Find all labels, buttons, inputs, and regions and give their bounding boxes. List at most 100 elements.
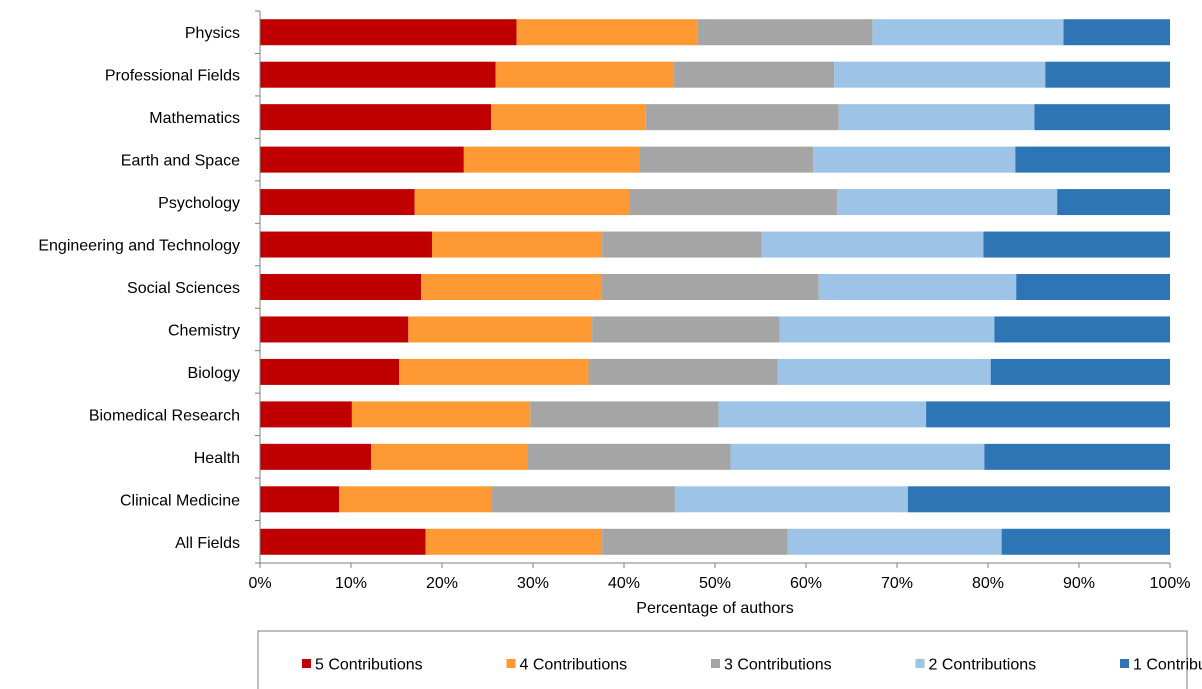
bar-segment-2-1	[674, 61, 835, 88]
x-tick-label: 60%	[790, 575, 822, 592]
bar-segment-4-12	[1001, 528, 1170, 555]
legend-label: 3 Contributions	[724, 657, 832, 674]
bar-segment-0-9	[260, 401, 352, 428]
bar-segment-0-2	[260, 104, 492, 131]
x-tick-label: 40%	[608, 575, 640, 592]
bar-segment-1-3	[463, 146, 640, 173]
bar-segment-3-1	[834, 61, 1046, 88]
bar-segment-3-2	[838, 104, 1035, 131]
bar-segment-0-0	[260, 19, 517, 46]
bar-segment-1-2	[491, 104, 646, 131]
category-label: Professional Fields	[105, 68, 240, 85]
bar-segment-1-9	[351, 401, 531, 428]
bar-segment-2-12	[602, 528, 788, 555]
bar-segment-3-5	[761, 231, 984, 258]
x-tick-label: 80%	[972, 575, 1004, 592]
bar-segment-2-10	[527, 443, 731, 470]
category-label: Clinical Medicine	[120, 492, 240, 509]
bar-segment-4-11	[907, 486, 1170, 513]
legend-label: 4 Contributions	[520, 657, 628, 674]
bar-segment-2-8	[588, 358, 778, 385]
category-labels: Physics Professional Fields Mathematics Ear…	[38, 10, 260, 564]
x-tick-label: 10%	[335, 575, 367, 592]
legend-swatch	[1120, 659, 1129, 668]
category-label: Mathematics	[149, 110, 240, 127]
legend-box	[257, 630, 1188, 689]
bar-segment-1-1	[495, 61, 675, 88]
x-tick-label: 20%	[426, 575, 458, 592]
bar-segment-2-2	[645, 104, 839, 131]
bar-segment-1-6	[421, 274, 602, 300]
legend-swatch	[302, 659, 311, 668]
x-tick-label: 30%	[517, 575, 549, 592]
bar-segment-3-4	[836, 189, 1058, 216]
bar-segment-3-8	[777, 358, 991, 385]
bar-segment-4-0	[1063, 19, 1170, 46]
bar-segment-4-8	[990, 358, 1170, 385]
category-label: Earth and Space	[121, 153, 240, 170]
x-tick-label: 90%	[1063, 575, 1095, 592]
bar-segment-2-0	[697, 19, 873, 46]
bar-segment-4-4	[1057, 189, 1170, 216]
bar-segment-1-0	[516, 19, 698, 46]
bar-segment-3-6	[818, 274, 1017, 300]
bar-segment-3-11	[674, 486, 908, 513]
bar-segment-4-5	[983, 231, 1170, 258]
legend-label: 1 Contribution	[1133, 657, 1202, 674]
bar-segment-2-6	[601, 274, 819, 300]
bar-segment-2-9	[530, 401, 719, 428]
bar-segment-1-11	[339, 486, 493, 513]
bar-segment-4-7	[994, 316, 1170, 343]
bar-segment-3-3	[813, 146, 1016, 173]
bar-segment-2-7	[592, 316, 780, 343]
bar-segment-4-3	[1015, 146, 1170, 173]
category-label: Biology	[188, 365, 240, 382]
x-tick-label: 100%	[1150, 575, 1191, 592]
bar-segment-3-7	[779, 316, 995, 343]
bar-segment-4-6	[1016, 274, 1170, 300]
category-label: Social Sciences	[127, 280, 240, 297]
bar-segment-0-8	[260, 358, 400, 385]
bar-segment-1-8	[399, 358, 589, 385]
bar-segment-1-10	[371, 443, 528, 470]
category-label: Physics	[185, 25, 240, 42]
bar-segment-1-5	[431, 231, 603, 258]
legend-swatch	[915, 659, 925, 668]
legend-label: 2 Contributions	[929, 657, 1037, 674]
bar-segment-1-4	[414, 189, 630, 216]
bar-segment-0-4	[260, 189, 415, 216]
x-axis-title: Percentage of authors	[636, 600, 793, 617]
x-tick-label: 50%	[699, 575, 731, 592]
bar-segment-3-12	[787, 528, 1002, 555]
bar-segment-0-1	[260, 61, 496, 88]
bar-segment-4-10	[984, 443, 1170, 470]
bar-segment-1-7	[408, 316, 593, 343]
category-label: Chemistry	[168, 322, 240, 339]
x-tick-label: 0%	[248, 575, 271, 592]
legend-label: 5 Contributions	[315, 657, 423, 674]
bar-segment-0-3	[260, 146, 464, 173]
bar-segment-2-5	[602, 231, 762, 258]
category-label: Engineering and Technology	[38, 238, 240, 255]
category-label: Health	[194, 450, 240, 467]
x-tick-labels: 0% 10% 20% 30% 40% 50% 60% 70% 80% 90% 100%	[248, 563, 1190, 592]
bar-segment-2-4	[629, 189, 837, 216]
x-tick-label: 70%	[881, 575, 913, 592]
bar-segment-4-1	[1045, 61, 1170, 88]
bar-segment-0-6	[260, 274, 422, 300]
bar-segment-0-10	[260, 443, 372, 470]
bar-segment-3-9	[718, 401, 927, 428]
bar-segment-0-5	[260, 231, 432, 258]
legend-swatch	[506, 659, 516, 668]
bar-segment-0-7	[260, 316, 409, 343]
category-label: All Fields	[175, 535, 240, 552]
bar-segment-3-0	[872, 19, 1064, 46]
category-label: Psychology	[158, 195, 240, 212]
legend-swatch	[711, 659, 720, 668]
bar-segment-0-12	[260, 528, 426, 555]
bar-segment-2-11	[492, 486, 675, 513]
bar-segment-4-9	[926, 401, 1170, 428]
bar-segment-4-2	[1034, 104, 1170, 131]
bar-segment-2-3	[639, 146, 814, 173]
